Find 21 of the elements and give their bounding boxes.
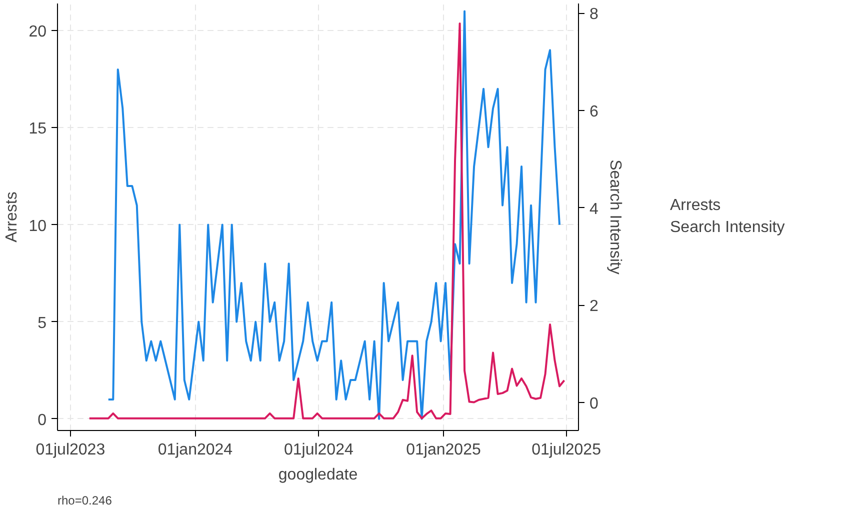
y2-axis-title: Search Intensity (606, 160, 624, 274)
x-tick-label: 01jul2025 (532, 442, 602, 458)
x-axis-title: googledate (278, 466, 358, 484)
y2-tick-label: 6 (590, 103, 598, 120)
text: Search Intensity (670, 218, 785, 236)
y-axis-title: Arrests (4, 192, 21, 242)
y-tick-label: 10 (28, 218, 47, 235)
y2-tick-label: 4 (590, 200, 598, 218)
y2-tick-label: 0 (590, 395, 598, 412)
x-tick-label: 01jan2025 (406, 442, 481, 458)
y2-tick-label: 2 (590, 298, 598, 316)
y-tick-label: 0 (38, 412, 47, 429)
text: rho=0.246 (58, 494, 112, 508)
y-tick-label: 15 (28, 120, 47, 138)
x-tick-label: 01jul2024 (284, 442, 354, 458)
y-tick-label: 20 (28, 24, 47, 41)
x-tick-label: 01jan2024 (158, 442, 233, 458)
y-tick-label: 5 (38, 314, 47, 332)
y2-tick-label: 8 (590, 6, 598, 24)
x-tick-label: 01jul2023 (36, 442, 106, 458)
text: Arrests (670, 196, 721, 214)
